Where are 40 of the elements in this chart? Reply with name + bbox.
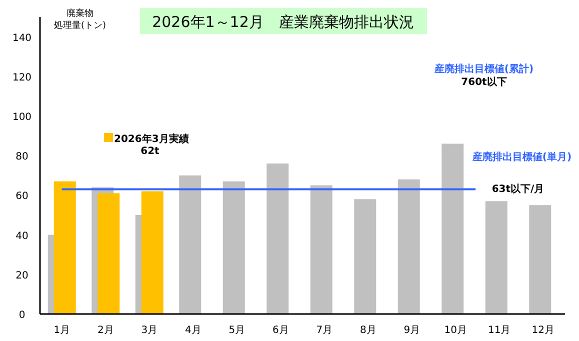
bar bbox=[310, 185, 332, 314]
y-tick-label: 0 bbox=[18, 310, 26, 321]
bar bbox=[529, 205, 552, 314]
y-axis-title: 廃棄物処理量(トン) bbox=[54, 8, 106, 31]
title: 2026年1～12月 産業廃棄物排出状況 bbox=[152, 13, 414, 31]
annotation: 産廃排出目標値(累計) bbox=[433, 63, 534, 75]
bar bbox=[54, 181, 76, 314]
x-tick-label: 9月 bbox=[404, 325, 420, 336]
y-tick-label: 80 bbox=[16, 152, 28, 163]
x-tick-label: 6月 bbox=[272, 325, 289, 336]
x-tick-label: 8月 bbox=[360, 325, 376, 336]
x-tick-label: 4月 bbox=[184, 325, 202, 336]
x-tick-label: 5月 bbox=[228, 325, 246, 336]
y-tick-label: 100 bbox=[12, 112, 32, 123]
x-tick-label: 12月 bbox=[532, 325, 554, 336]
bar bbox=[485, 201, 508, 314]
y-tick-label: 60 bbox=[16, 191, 28, 202]
annotation: 760t以下 bbox=[461, 76, 507, 88]
bar bbox=[442, 144, 464, 314]
x-tick-label: 2月 bbox=[97, 325, 114, 336]
x-tick-label: 3月 bbox=[141, 325, 158, 336]
legend-label: 2026年3月実績 bbox=[114, 133, 189, 145]
bar bbox=[141, 191, 164, 314]
y-tick-label: 40 bbox=[16, 230, 28, 242]
y-tick-label: 120 bbox=[12, 72, 32, 84]
bar bbox=[98, 193, 120, 314]
ref-line-label: 産廃排出目標値(単月) bbox=[471, 151, 573, 164]
bar bbox=[354, 199, 376, 314]
bar bbox=[266, 164, 289, 314]
bar bbox=[398, 179, 420, 314]
x-tick-label: 11月 bbox=[488, 325, 511, 336]
bar bbox=[179, 175, 202, 314]
y-tick-label: 140 bbox=[12, 32, 32, 44]
annotation: 63t以下/月 bbox=[492, 183, 544, 195]
x-tick-label: 10月 bbox=[444, 325, 467, 336]
bar bbox=[222, 181, 245, 314]
annotation: 62t bbox=[140, 146, 160, 157]
y-tick-label: 20 bbox=[16, 270, 28, 282]
x-tick-label: 7月 bbox=[316, 325, 333, 336]
x-tick-label: 1月 bbox=[54, 325, 70, 336]
